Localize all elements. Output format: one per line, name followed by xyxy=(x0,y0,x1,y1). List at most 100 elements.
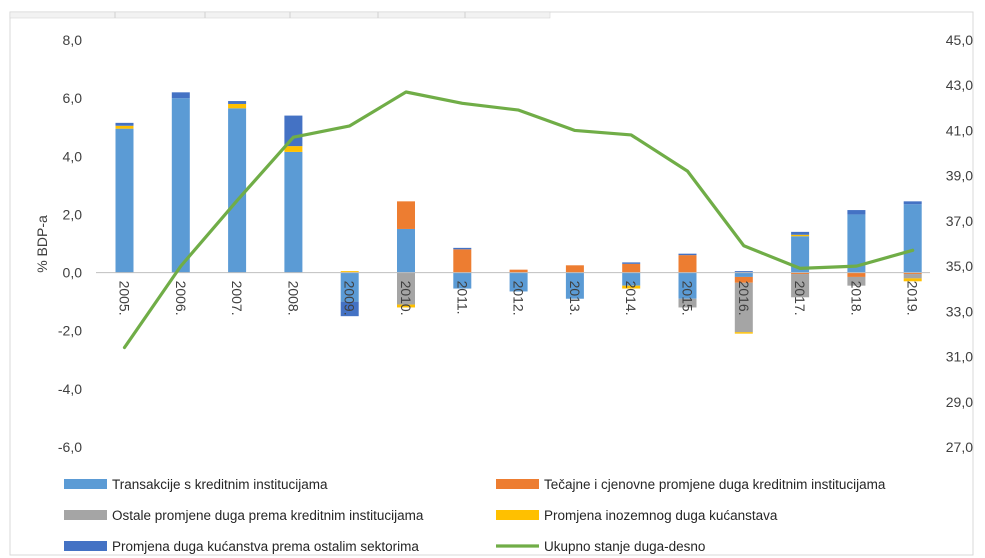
bar-segment-4 xyxy=(115,125,134,129)
category-label: 2012. xyxy=(511,281,527,316)
y-axis-label: % BDP-a xyxy=(34,215,50,273)
category-label: 2011. xyxy=(454,281,470,315)
line-series xyxy=(122,90,915,350)
bar-segment-4 xyxy=(284,146,303,152)
legend-label: Ukupno stanje duga-desno xyxy=(544,539,705,554)
left-tick-label: 0,0 xyxy=(63,265,83,281)
bar-segment-1 xyxy=(171,98,190,273)
line-series-group xyxy=(122,90,915,350)
left-axis-ticks: -6,0 -4,0 -2,0 0,0 2,0 4,0 6,0 8,0 xyxy=(58,32,82,455)
right-tick-label: 33,0 xyxy=(946,303,973,319)
bar-segment-1 xyxy=(228,108,247,273)
legend-item: Ukupno stanje duga-desno xyxy=(496,539,705,554)
bars xyxy=(115,92,922,334)
right-axis-ticks: 27,0 29,0 31,0 33,0 35,0 37,0 39,0 41,0 43,0 45,0 xyxy=(946,32,973,455)
bar-segment-5 xyxy=(678,253,697,256)
bar-segment-2 xyxy=(734,276,753,283)
bar-segment-5 xyxy=(734,271,753,273)
bar-segment-2 xyxy=(791,272,810,275)
bar-segment-1 xyxy=(847,214,866,273)
right-tick-label: 37,0 xyxy=(946,213,973,229)
category-label: 2016. xyxy=(736,281,752,316)
bar-segment-1 xyxy=(509,272,528,292)
bar-segment-5 xyxy=(284,115,303,147)
category-label: 2005. xyxy=(117,281,133,316)
legend-item: Ostale promjene duga prema kreditnim ins… xyxy=(64,508,424,523)
left-tick-label: -6,0 xyxy=(58,439,82,455)
legend-swatch xyxy=(64,541,107,551)
bar-segment-4 xyxy=(791,234,810,237)
bar-segment-2 xyxy=(678,255,697,273)
bar-segment-1 xyxy=(678,272,697,299)
legend-item: Tečajne i cjenovne promjene duga kreditn… xyxy=(496,477,886,492)
legend-label: Tečajne i cjenovne promjene duga kreditn… xyxy=(544,477,886,492)
bar-segment-5 xyxy=(228,101,247,104)
bar-segment-5 xyxy=(622,262,641,264)
legend-label: Promjena inozemnog duga kućanstava xyxy=(544,508,778,523)
left-tick-label: -2,0 xyxy=(58,323,82,339)
bar-segment-5 xyxy=(903,201,922,205)
bar-segment-5 xyxy=(453,247,472,250)
bar-segment-5 xyxy=(791,231,810,235)
legend-label: Promjena duga kućanstva prema ostalim se… xyxy=(112,539,419,554)
category-label: 2018. xyxy=(848,281,864,316)
bar-segment-3 xyxy=(734,282,753,333)
left-tick-label: -4,0 xyxy=(58,381,82,397)
category-label: 2006. xyxy=(173,281,189,316)
right-tick-label: 29,0 xyxy=(946,394,973,410)
legend-item: Promjena inozemnog duga kućanstava xyxy=(496,508,778,523)
right-tick-label: 41,0 xyxy=(946,122,973,138)
bar-segment-2 xyxy=(453,249,472,273)
category-label: 2010. xyxy=(398,281,414,316)
category-label: 2008. xyxy=(285,281,301,316)
right-tick-label: 45,0 xyxy=(946,32,973,48)
bar-segment-2 xyxy=(565,265,584,273)
bar-segment-1 xyxy=(565,272,584,299)
legend-swatch xyxy=(64,479,107,489)
bar-segment-1 xyxy=(115,128,134,273)
bar-segment-2 xyxy=(397,201,415,229)
category-label: 2014. xyxy=(623,281,639,316)
right-tick-label: 35,0 xyxy=(946,258,973,274)
category-label: 2009. xyxy=(342,281,358,316)
legend-swatch xyxy=(496,510,539,520)
right-tick-label: 27,0 xyxy=(946,439,973,455)
left-tick-label: 2,0 xyxy=(63,206,83,222)
top-header-strip xyxy=(9,11,551,19)
bar-segment-1 xyxy=(453,272,472,289)
legend-label: Transakcije s kreditnim institucijama xyxy=(112,477,328,492)
bar-segment-3 xyxy=(847,276,866,286)
bar-segment-4 xyxy=(397,304,415,308)
chart-frame xyxy=(9,11,974,556)
left-tick-label: 6,0 xyxy=(63,90,83,106)
category-label: 2017. xyxy=(792,281,808,316)
bar-segment-1 xyxy=(340,272,359,302)
category-label: 2015. xyxy=(680,281,696,316)
bar-segment-4 xyxy=(340,271,359,273)
left-tick-label: 4,0 xyxy=(63,148,83,164)
legend-swatch xyxy=(64,510,107,520)
legend-swatch xyxy=(496,479,539,489)
bar-segment-5 xyxy=(847,210,866,215)
right-tick-label: 43,0 xyxy=(946,77,973,93)
y-axis-label-group: % BDP-a xyxy=(34,215,50,273)
bar-segment-1 xyxy=(903,204,922,273)
bar-segment-2 xyxy=(903,272,922,275)
legend-item: Transakcije s kreditnim institucijama xyxy=(64,477,328,492)
category-labels: 2005. 2006. 2007. 2008. 2009. 2010. 2011. 2012.… xyxy=(117,281,921,316)
bar-segment-1 xyxy=(397,228,415,273)
bar-segment-4 xyxy=(228,103,247,109)
bar-segment-1 xyxy=(734,272,753,277)
bar-segment-5 xyxy=(115,122,134,126)
bar-segment-2 xyxy=(847,272,866,277)
bar-segment-2 xyxy=(509,269,528,273)
bar-segment-4 xyxy=(622,285,641,289)
legend-label: Ostale promjene duga prema kreditnim ins… xyxy=(112,508,424,523)
category-label: 2007. xyxy=(229,281,245,316)
bar-segment-3 xyxy=(791,274,810,298)
bar-segment-5 xyxy=(340,301,359,317)
right-tick-label: 31,0 xyxy=(946,349,973,365)
bar-segment-5 xyxy=(171,92,190,99)
